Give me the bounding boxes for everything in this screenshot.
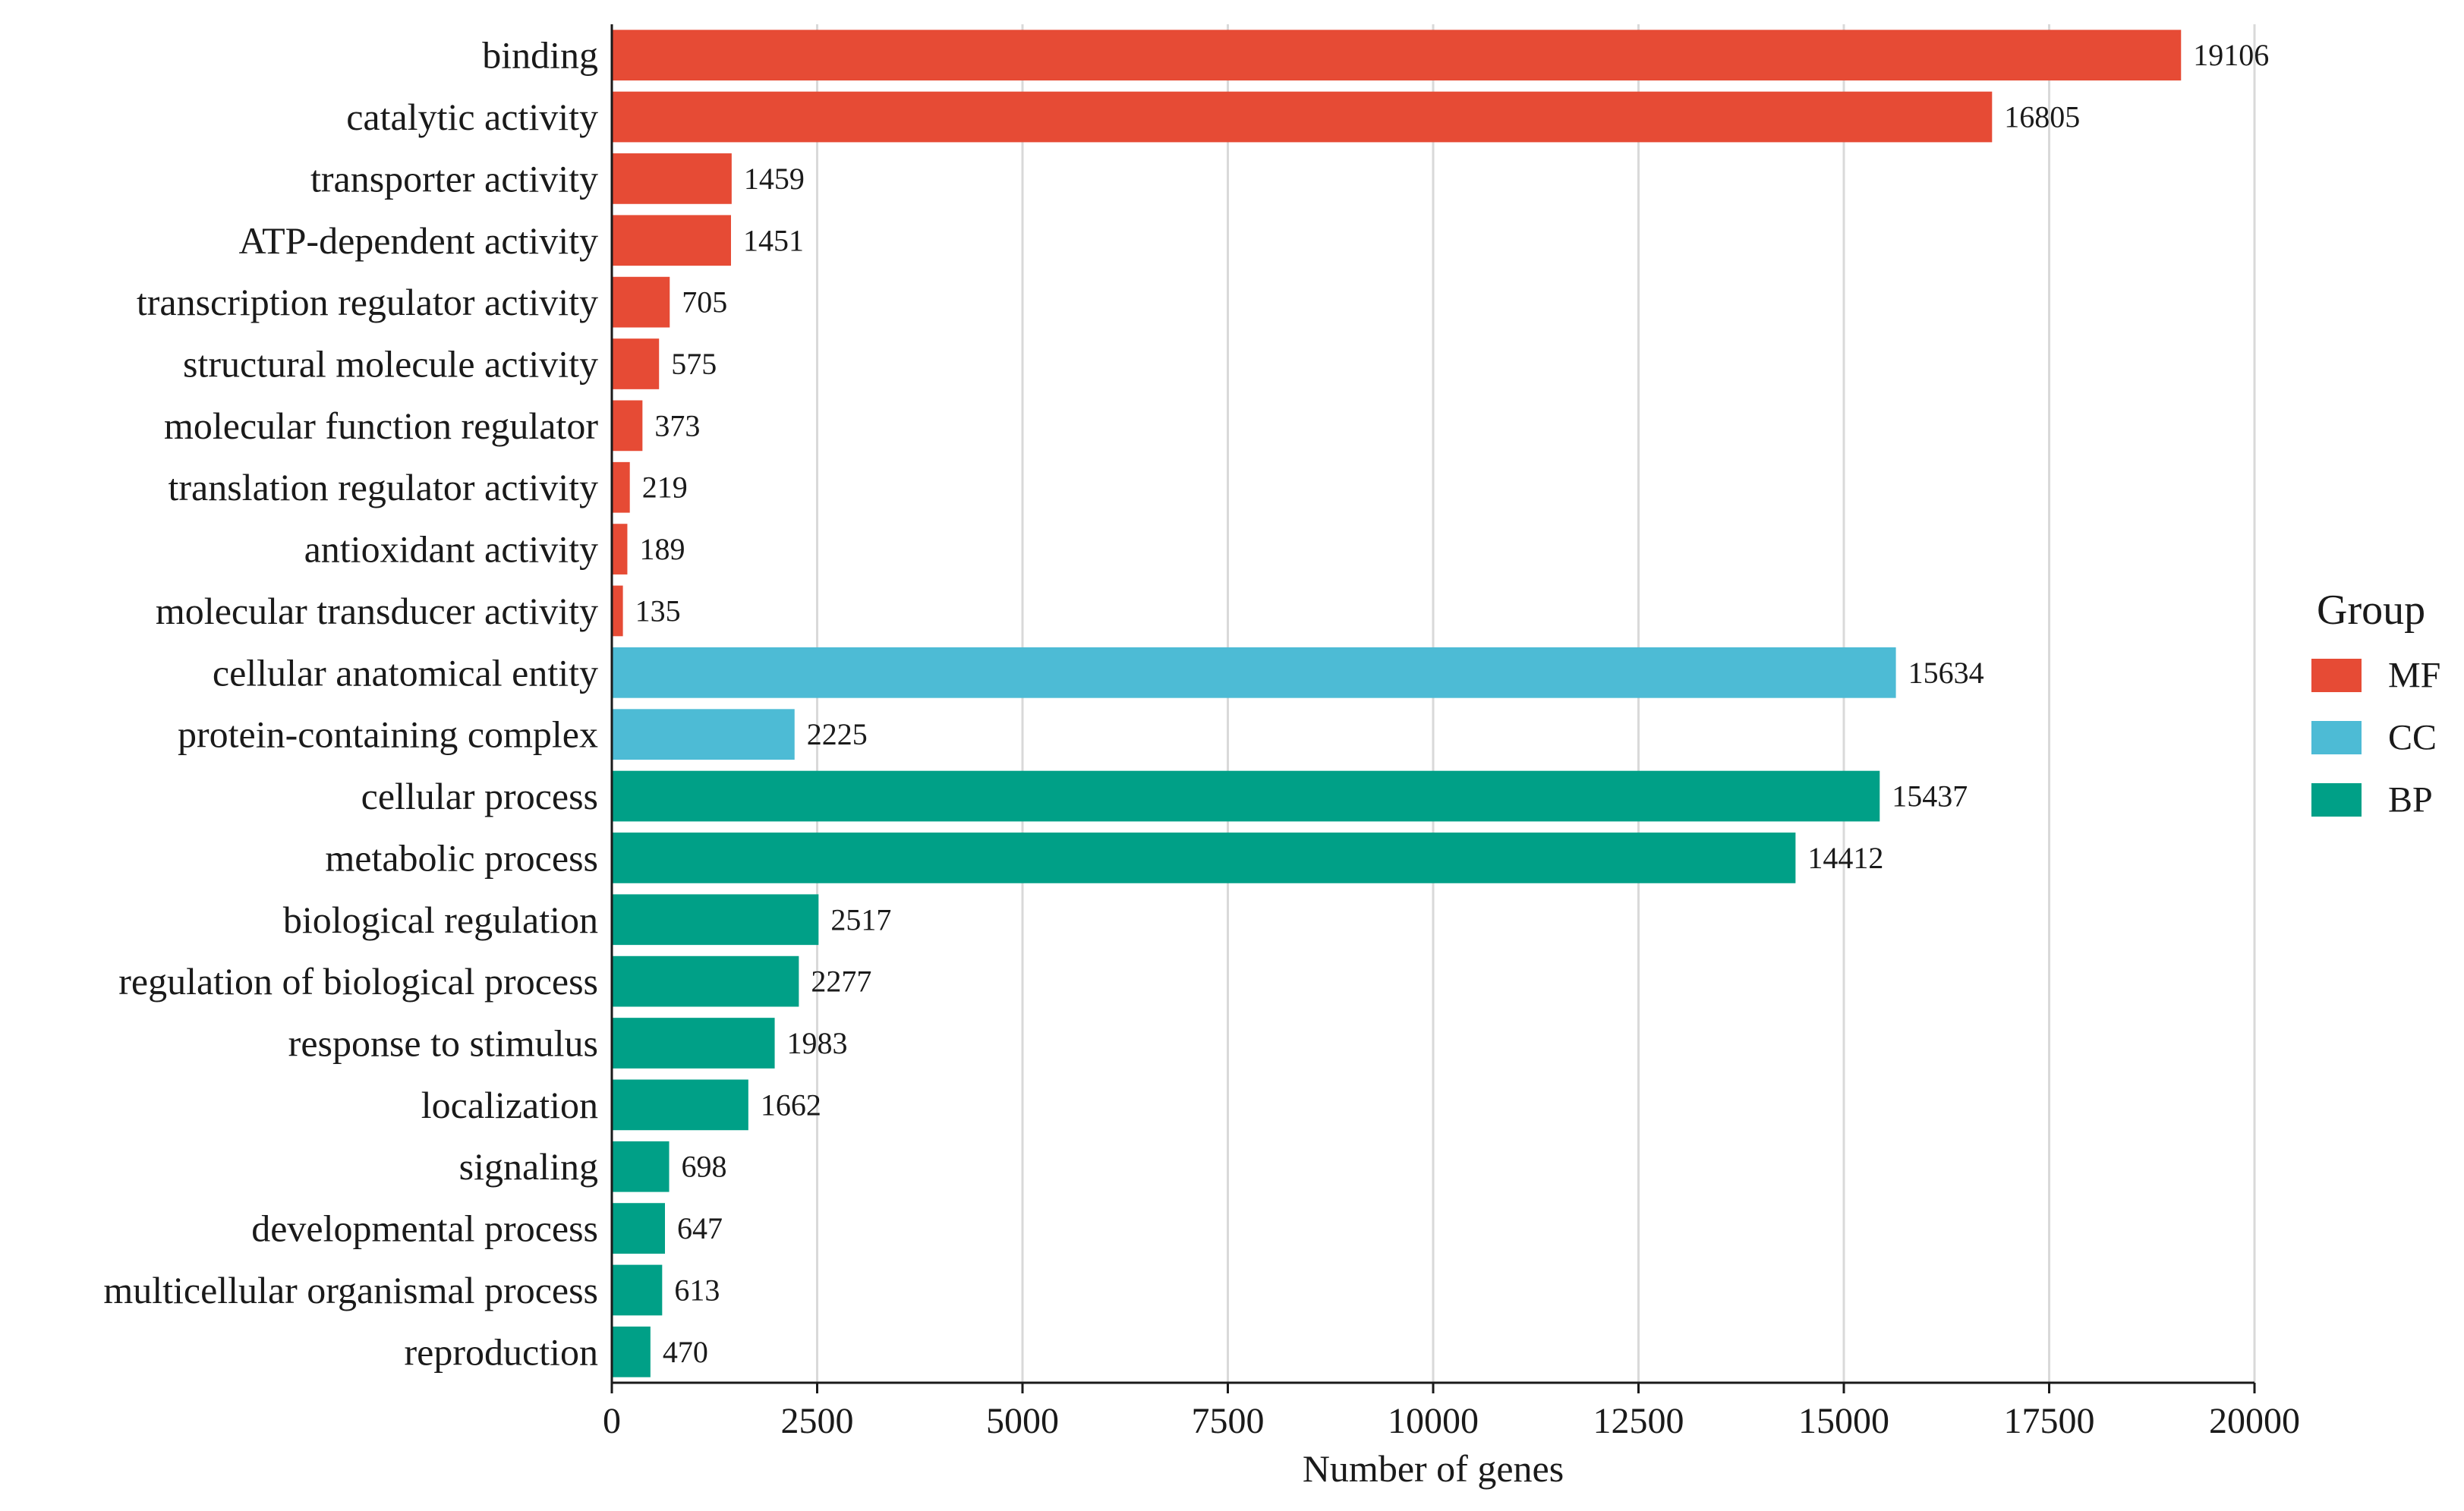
bar-molecular-transducer-activity (612, 585, 623, 637)
category-label: binding (482, 34, 598, 77)
bar-regulation-of-biological-process (612, 955, 799, 1007)
bar-biological-regulation (612, 894, 819, 946)
category-label: translation regulator activity (169, 466, 598, 508)
bar-transcription-regulator-activity (612, 276, 670, 328)
data-label: 373 (654, 408, 700, 442)
category-label: cellular process (361, 775, 598, 817)
category-labels: binding catalytic activity transporter act… (103, 34, 598, 1374)
bar-translation-regulator-activity (612, 461, 630, 513)
category-label: multicellular organismal process (103, 1269, 598, 1311)
category-label: structural molecule activity (183, 343, 598, 386)
data-label: 2225 (807, 717, 868, 751)
x-tick-label: 17500 (2004, 1401, 2095, 1441)
bar-cellular-anatomical-entity (612, 647, 1896, 698)
data-label: 15437 (1892, 779, 1968, 814)
data-label: 189 (639, 532, 685, 566)
legend-swatch-bp (2311, 783, 2362, 817)
category-label: transcription regulator activity (137, 281, 598, 323)
category-label: regulation of biological process (118, 960, 598, 1003)
bars (612, 30, 2182, 1377)
data-label: 2277 (811, 965, 871, 999)
category-label: biological regulation (283, 899, 598, 941)
legend-title: Group (2317, 587, 2425, 634)
data-label: 135 (635, 593, 681, 628)
bar-structural-molecule-activity (612, 338, 660, 389)
data-label: 1662 (761, 1088, 821, 1122)
category-label: cellular anatomical entity (213, 651, 598, 694)
x-tick-label: 7500 (1192, 1401, 1265, 1441)
bar-transporter-activity (612, 153, 732, 204)
data-label: 647 (677, 1211, 723, 1245)
x-tick-label: 12500 (1593, 1401, 1684, 1441)
bar-atp-dependent-activity (612, 215, 731, 266)
data-label: 1451 (743, 223, 804, 257)
legend-swatch-mf (2311, 659, 2362, 692)
data-label: 1983 (787, 1026, 848, 1060)
category-label: response to stimulus (288, 1022, 598, 1065)
bar-response-to-stimulus (612, 1018, 775, 1069)
category-label: localization (421, 1084, 598, 1126)
data-label: 16805 (2004, 100, 2080, 134)
data-label: 1459 (744, 162, 805, 196)
data-labels: 19106 16805 1459 1451 705 575 373 219 189 135 1563… (635, 38, 2270, 1369)
data-label: 19106 (2193, 38, 2269, 72)
category-label: antioxidant activity (304, 528, 598, 571)
legend: Group MF CC BP (2311, 587, 2440, 820)
x-tick-label: 10000 (1388, 1401, 1479, 1441)
data-label: 613 (674, 1273, 720, 1307)
category-label: molecular function regulator (164, 405, 598, 447)
data-label: 2517 (830, 902, 891, 937)
bar-metabolic-process (612, 833, 1796, 883)
bar-binding (612, 30, 2182, 81)
category-label: ATP-dependent activity (239, 219, 599, 262)
bar-molecular-function-regulator (612, 400, 643, 452)
legend-swatch-cc (2311, 721, 2362, 754)
legend-label-bp: BP (2388, 780, 2433, 820)
category-label: catalytic activity (346, 96, 598, 138)
data-label: 14412 (1807, 841, 1883, 875)
x-tick-label: 0 (603, 1401, 621, 1441)
x-tick-label: 20000 (2209, 1401, 2300, 1441)
data-label: 15634 (1908, 656, 1984, 690)
data-label: 705 (682, 285, 727, 320)
category-label: molecular transducer activity (156, 590, 598, 632)
bar-multicellular-organismal-process (612, 1264, 663, 1316)
bar-localization (612, 1079, 748, 1131)
x-axis-title: Number of genes (1303, 1447, 1564, 1490)
category-label: reproduction (405, 1330, 598, 1373)
bar-antioxidant-activity (612, 524, 628, 574)
bar-cellular-process (612, 770, 1880, 822)
gridlines (816, 24, 2256, 1383)
legend-label-mf: MF (2388, 656, 2440, 696)
axes (610, 24, 2256, 1393)
data-label: 575 (671, 347, 717, 381)
bar-developmental-process (612, 1203, 666, 1254)
category-label: signaling (459, 1145, 598, 1188)
data-label: 698 (682, 1150, 727, 1184)
category-label: developmental process (251, 1207, 598, 1250)
bar-protein-containing-complex (612, 709, 795, 760)
category-label: transporter activity (310, 157, 598, 200)
x-tick-label: 15000 (1798, 1401, 1889, 1441)
bar-signaling (612, 1141, 670, 1192)
category-label: metabolic process (325, 836, 598, 879)
bar-catalytic-activity (612, 91, 1993, 143)
data-label: 219 (642, 471, 688, 505)
legend-label-cc: CC (2388, 718, 2437, 758)
bar-reproduction (612, 1326, 651, 1377)
x-tick-label: 2500 (781, 1401, 854, 1441)
x-tick-label: 5000 (986, 1401, 1059, 1441)
data-label: 470 (663, 1335, 708, 1369)
category-label: protein-containing complex (178, 713, 598, 756)
x-tick-labels: 0 2500 5000 7500 10000 12500 15000 17500 20000 (603, 1401, 2300, 1441)
